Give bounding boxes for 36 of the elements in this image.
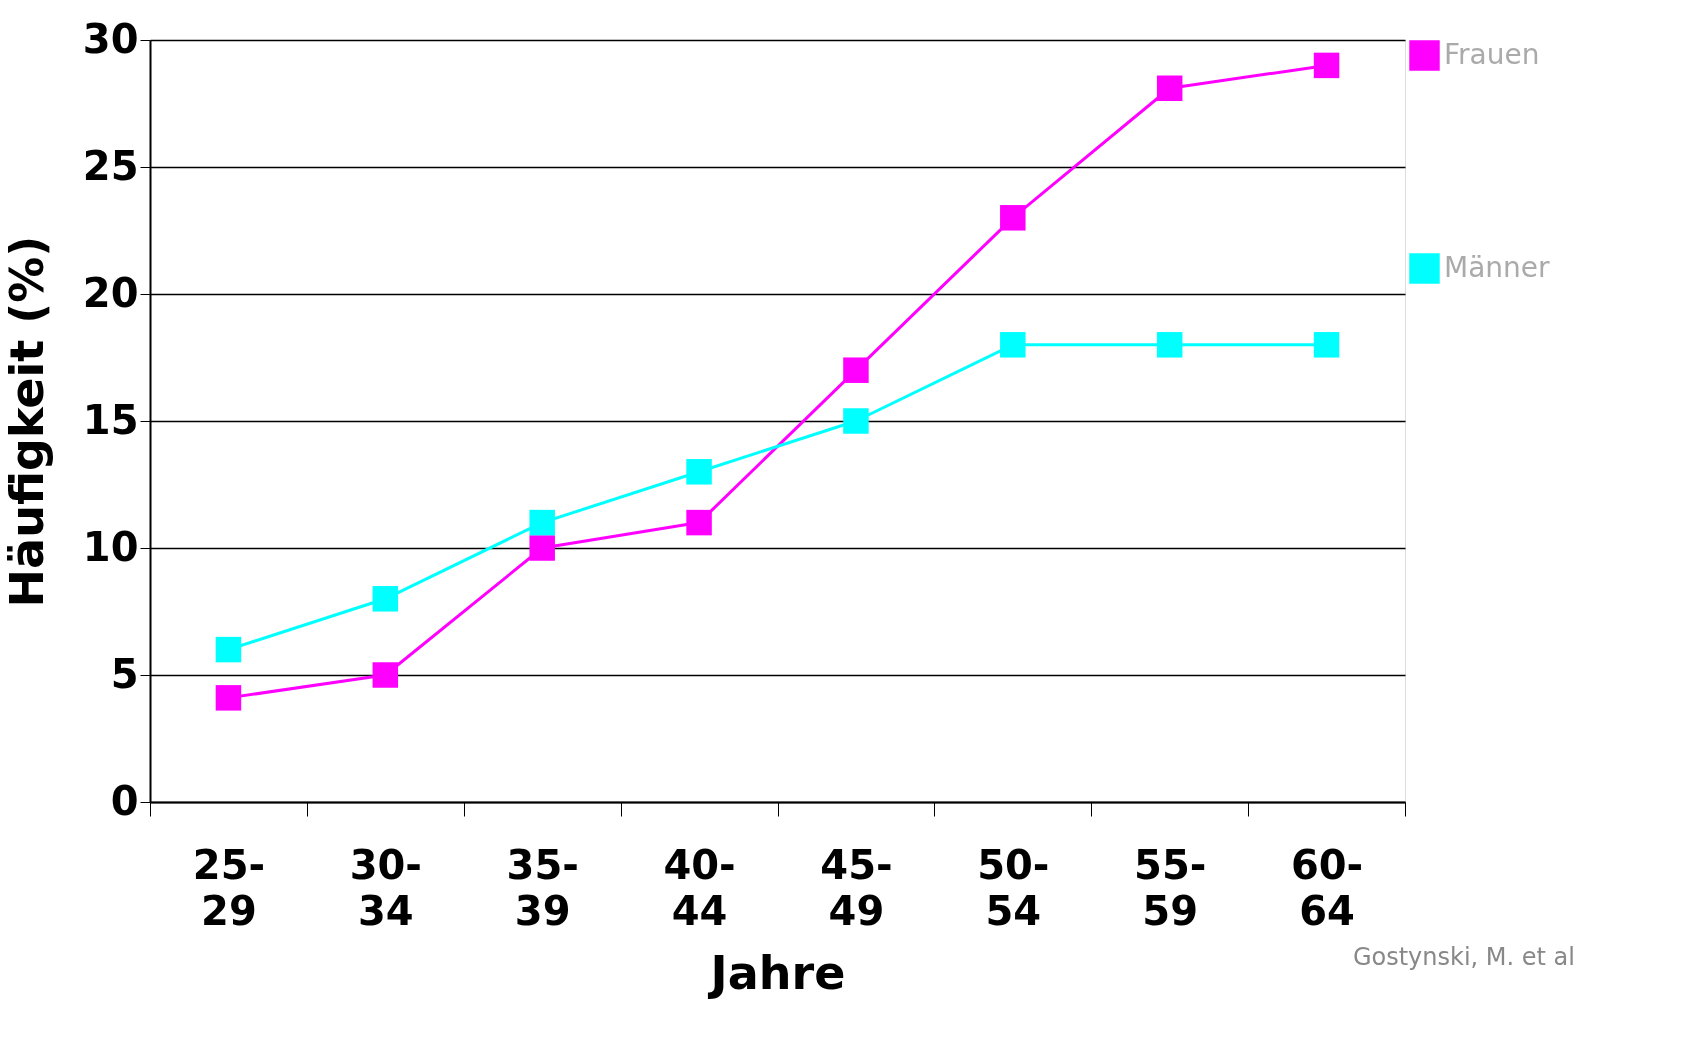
y-tick-label: 10: [82, 523, 139, 570]
point: [1313, 332, 1340, 358]
x-axis-title: Jahre: [707, 945, 846, 1000]
x-tick-label: 60-64: [1290, 841, 1364, 934]
point: [372, 586, 399, 612]
y-tick-label: 20: [82, 269, 139, 316]
point: [1156, 75, 1183, 102]
x-tick-label: 45-49: [820, 841, 893, 934]
point: [529, 509, 555, 536]
y-axis-title: Häufigkeit (%): [0, 235, 54, 608]
legend-label: Frauen: [1444, 37, 1540, 71]
legend-label: Männer: [1444, 250, 1551, 284]
point: [686, 459, 712, 485]
x-tick-label: 40-44: [663, 841, 736, 934]
point: [686, 509, 712, 536]
x-tick-label: 55-59: [1134, 841, 1207, 934]
point: [1000, 205, 1026, 231]
x-tick-label: 35-39: [506, 841, 579, 934]
point: [372, 662, 399, 688]
x-tick-label: 25-29: [192, 841, 266, 934]
point: [1156, 332, 1183, 358]
point: [843, 408, 869, 434]
x-tick-label: 50-54: [977, 841, 1050, 934]
point: [215, 685, 242, 711]
y-tick-label: 5: [110, 650, 139, 697]
point: [1313, 52, 1340, 79]
point: [843, 357, 869, 383]
point: [1000, 332, 1026, 358]
y-tick-label: 15: [82, 396, 139, 443]
x-tick-label: 30-34: [349, 841, 422, 934]
y-tick-label: 30: [82, 15, 139, 62]
text: Gostynski, M. et al: [1352, 943, 1575, 971]
point: [215, 636, 242, 663]
y-tick-label: 0: [110, 777, 139, 824]
y-tick-label: 25: [82, 142, 139, 189]
point: [529, 535, 555, 561]
